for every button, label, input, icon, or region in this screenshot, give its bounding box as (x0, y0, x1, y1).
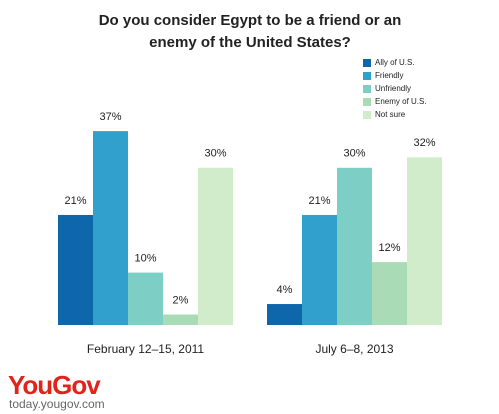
x-tick-label: July 6–8, 2013 (315, 342, 393, 356)
value-label: 21% (308, 195, 330, 207)
legend-swatch (363, 59, 371, 67)
bar (372, 262, 407, 325)
url: today.yougov.com (9, 397, 105, 411)
value-label: 2% (173, 294, 189, 306)
bar (58, 214, 93, 325)
chart-title: Do you consider Egypt to be a friend or … (98, 12, 402, 51)
value-label: 32% (413, 137, 435, 149)
legend-label: Ally of U.S. (375, 58, 415, 67)
legend-swatch (363, 98, 371, 106)
value-label: 37% (99, 111, 121, 123)
legend-swatch (363, 72, 371, 80)
bar (267, 304, 302, 325)
legend-label: Unfriendly (375, 84, 411, 93)
value-label: 21% (64, 195, 86, 207)
value-label: 30% (343, 148, 365, 160)
logo: YouGov (8, 370, 101, 400)
value-label: 10% (134, 253, 156, 265)
bar (128, 272, 163, 325)
legend-label: Enemy of U.S. (375, 97, 427, 106)
legend-swatch (363, 85, 371, 93)
bar (407, 157, 442, 325)
legend-swatch (363, 111, 371, 119)
bar (337, 167, 372, 325)
value-label: 12% (378, 242, 400, 254)
legend-label: Friendly (375, 71, 403, 80)
x-tick-label: February 12–15, 2011 (87, 342, 205, 356)
bar (198, 167, 233, 325)
bar (302, 214, 337, 325)
bar (163, 314, 198, 325)
value-label: 4% (277, 284, 293, 296)
legend-label: Not sure (375, 110, 406, 119)
bar (93, 131, 128, 325)
value-label: 30% (204, 148, 226, 160)
